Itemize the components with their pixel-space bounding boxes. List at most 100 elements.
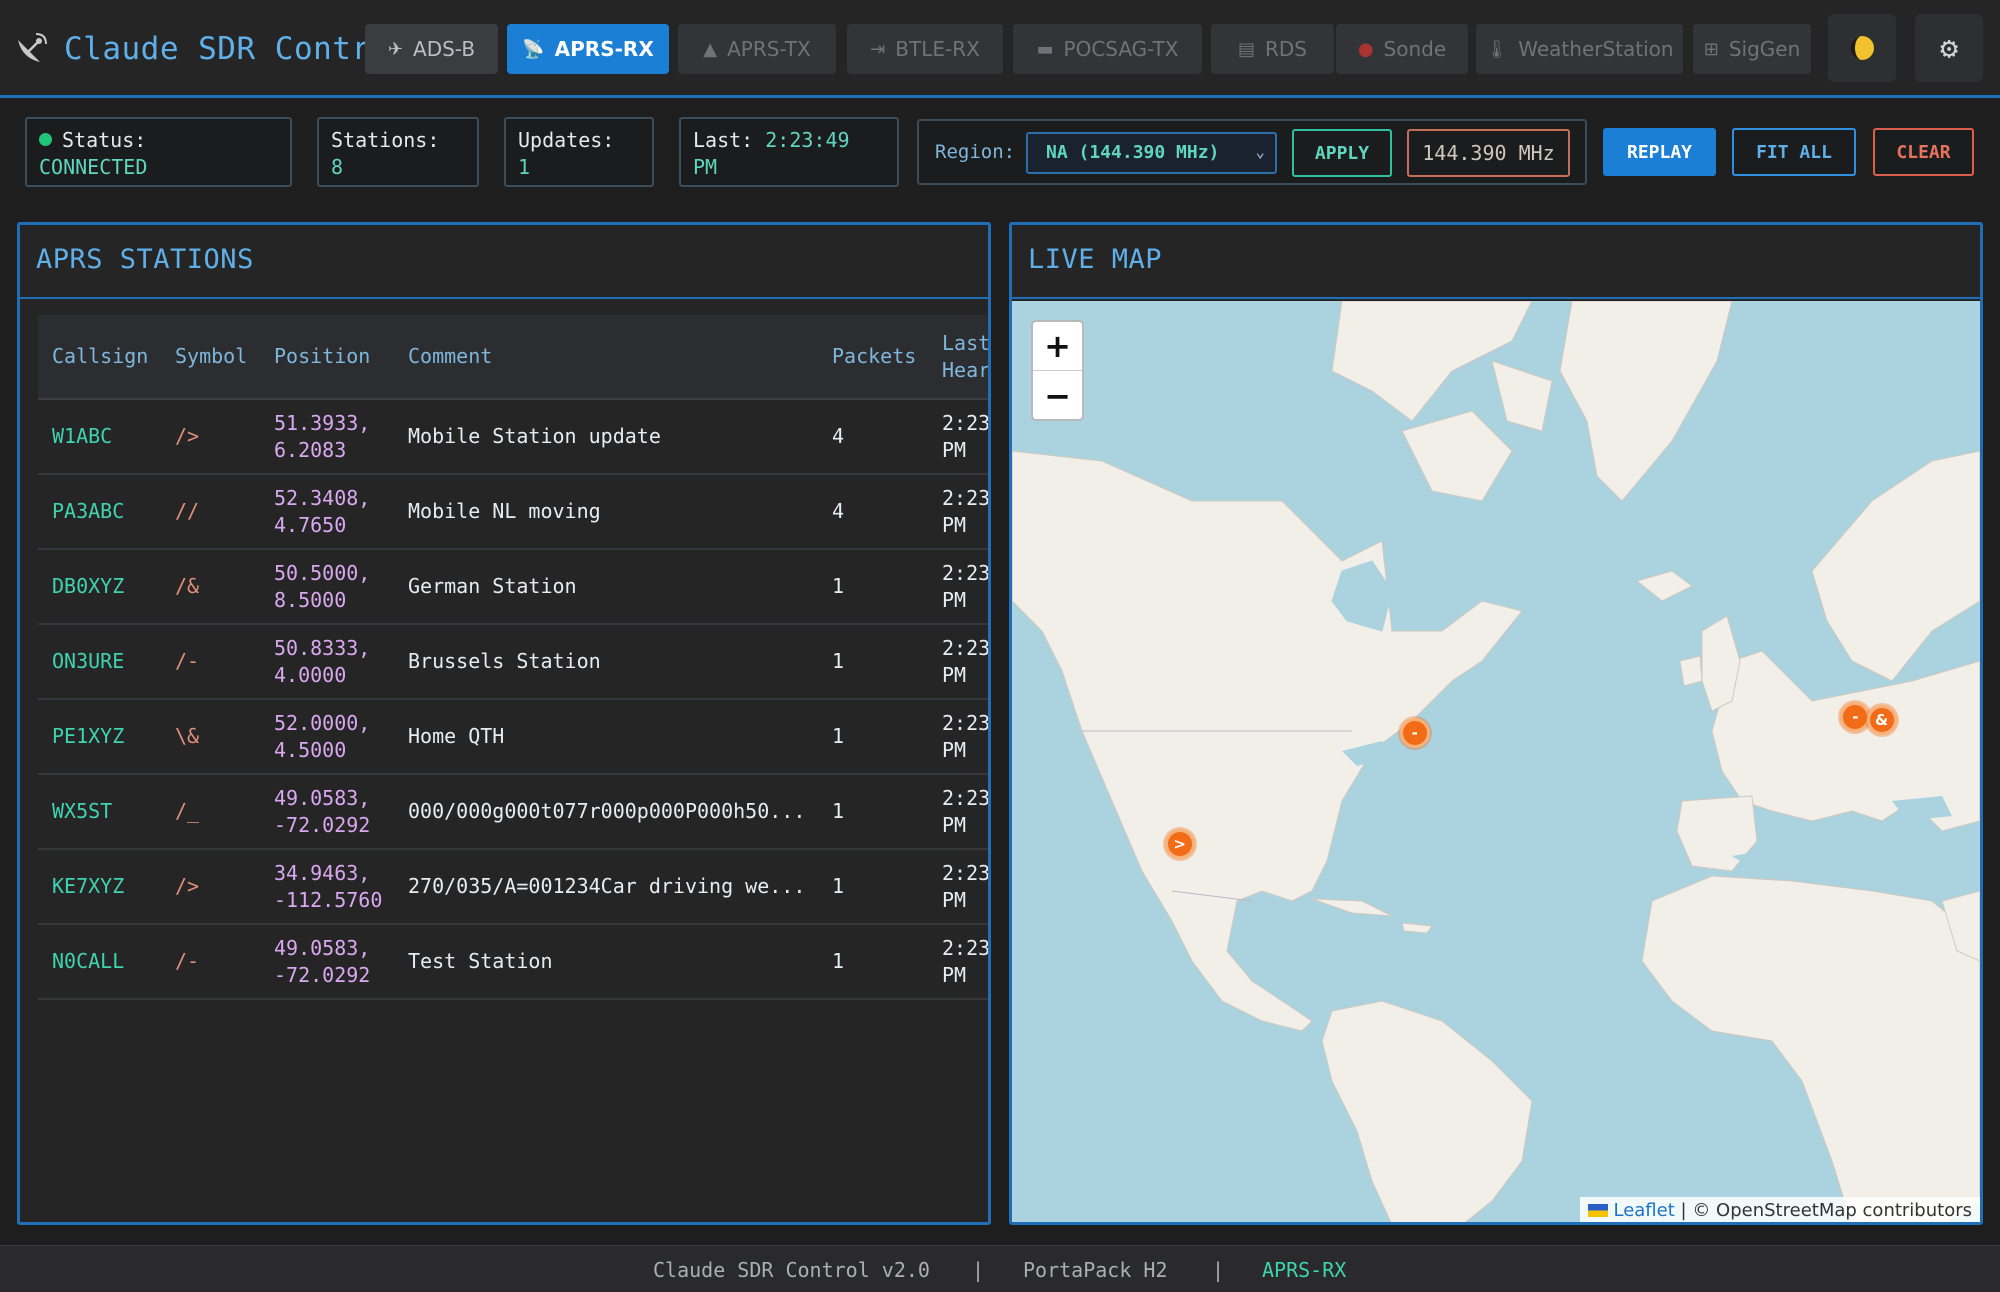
landmass-iberia xyxy=(1676,795,1758,872)
longitude: 8.5000 xyxy=(274,587,347,612)
footer-separator: | xyxy=(972,1258,985,1282)
tab-siggen[interactable]: ⊞ SigGen xyxy=(1693,24,1811,74)
live-map[interactable]: - > - & + − Leaflet | © OpenStreetMap contr… xyxy=(1012,301,1980,1222)
position-cell: 50.5000, 8.5000 xyxy=(260,549,394,625)
settings-button[interactable]: ⚙ xyxy=(1915,14,1983,82)
airplane-icon: ✈ xyxy=(387,38,404,60)
latitude: 49.0583, xyxy=(274,785,371,810)
longitude: -72.0292 xyxy=(274,812,371,837)
map-marker[interactable]: & xyxy=(1866,705,1897,736)
stations-table: Callsign Symbol Position Comment Packets… xyxy=(38,315,991,1000)
last-heard-time: 2:23 xyxy=(942,410,991,435)
callsign-cell: KE7XYZ xyxy=(38,849,161,925)
last-heard-cell: 2:23 PM xyxy=(928,474,988,550)
radio-icon: ▤ xyxy=(1237,38,1255,60)
tab-label: Sonde xyxy=(1383,37,1447,61)
map-marker[interactable]: - xyxy=(1399,718,1430,748)
clear-button[interactable]: CLEAR xyxy=(1873,128,1974,176)
last-heard-time: 2:23 xyxy=(942,860,991,885)
latitude: 50.5000, xyxy=(274,560,371,585)
last-heard-cell: 2:23 PM xyxy=(928,774,991,850)
map-tiles xyxy=(1012,301,1980,1222)
column-header-callsign[interactable]: Callsign xyxy=(38,315,161,400)
last-heard-ampm: PM xyxy=(942,737,967,762)
table-row[interactable]: PA3ABC//52.3408, 4.7650 Mobile NL moving 4 2… xyxy=(38,474,988,550)
zoom-in-button[interactable]: + xyxy=(1033,322,1082,371)
tab-label: SigGen xyxy=(1728,37,1801,61)
comment-cell: Mobile Station update xyxy=(394,399,818,475)
region-selected-value: NA (144.390 MHz) xyxy=(1046,142,1220,163)
symbol-cell: /- xyxy=(161,624,260,700)
app-header: Claude SDR Control ✈ ADS-B 📡 APRS-RX ▲ A… xyxy=(0,0,2000,98)
position-cell: 52.0000, 4.5000 xyxy=(260,699,394,775)
last-heard-cell: 2:23 PM xyxy=(928,549,988,625)
last-heard-time: 2:23 xyxy=(942,935,991,960)
table-row[interactable]: DB0XYZ/& 50.5000, 8.5000 German Station 1 2:2… xyxy=(38,549,988,625)
last-ampm: PM xyxy=(693,155,718,179)
status-dot xyxy=(39,133,52,146)
symbol-cell: /> xyxy=(161,399,260,475)
osm-attribution[interactable]: © OpenStreetMap contributors xyxy=(1692,1200,1972,1221)
column-header-last-heard[interactable]: Last Heard xyxy=(928,315,988,400)
stations-label: Stations: xyxy=(331,128,440,152)
map-marker[interactable]: > xyxy=(1164,828,1195,859)
stations-panel: APRS STATIONS Callsign Symbol Position C… xyxy=(17,222,991,1225)
callsign-cell: PE1XYZ xyxy=(38,699,161,775)
updates-label: Updates: xyxy=(518,128,615,152)
frequency-display: 144.390 MHz xyxy=(1407,129,1570,177)
column-header-packets[interactable]: Packets xyxy=(818,315,928,400)
position-cell: 34.9463, -112.5760 xyxy=(260,849,394,925)
theme-toggle-button[interactable] xyxy=(1828,14,1896,82)
table-row[interactable]: WX5ST/_ 49.0583, -72.0292 000/000g000t077r0… xyxy=(38,774,991,850)
packets-cell: 4 xyxy=(818,399,928,475)
comment-cell: 000/000g000t077r000p000P000h50... xyxy=(394,774,818,850)
latitude: 49.0583, xyxy=(274,935,371,960)
table-row[interactable]: KE7XYZ/> 34.9463, -112.5760 270/035/A=00123… xyxy=(38,849,991,925)
column-header-position[interactable]: Position xyxy=(260,315,394,400)
tab-sonde[interactable]: ● Sonde xyxy=(1336,24,1468,74)
ukraine-flag-icon xyxy=(1588,1204,1609,1217)
grid-icon: ⊞ xyxy=(1703,38,1719,60)
leaflet-link[interactable]: Leaflet xyxy=(1613,1200,1675,1221)
tab-ads-b[interactable]: ✈ ADS-B xyxy=(365,24,498,74)
column-header-comment[interactable]: Comment xyxy=(394,315,818,400)
callsign-cell: WX5ST xyxy=(38,774,161,850)
map-marker[interactable]: - xyxy=(1840,702,1871,732)
table-row[interactable]: PE1XYZ \& 52.0000, 4.5000 Home QTH 1 2:23 PM xyxy=(38,699,988,775)
table-row[interactable]: W1ABC/> 51.3933, 6.2083 Mobile Station upda… xyxy=(38,399,991,475)
latitude: 34.9463, xyxy=(274,860,371,885)
tab-btle-rx[interactable]: ⇥ BTLE-RX xyxy=(847,24,1003,74)
zoom-out-button[interactable]: − xyxy=(1044,376,1071,415)
transmit-icon: ▲ xyxy=(703,38,718,60)
last-heard-time: 2:23 xyxy=(942,785,991,810)
map-attribution: Leaflet | © OpenStreetMap contributors xyxy=(1580,1197,1980,1222)
apply-button[interactable]: APPLY xyxy=(1292,129,1392,177)
brand: Claude SDR Control xyxy=(14,28,409,70)
region-select[interactable]: NA (144.390 MHz) ⌄ xyxy=(1026,132,1277,174)
thermometer-icon: 🌡 xyxy=(1485,38,1509,60)
symbol-cell: /> xyxy=(161,849,260,925)
tab-pocsag-tx[interactable]: ▬ POCSAG-TX xyxy=(1013,24,1202,74)
table-header-row: Callsign Symbol Position Comment Packets… xyxy=(38,315,988,400)
column-header-symbol[interactable]: Symbol xyxy=(161,315,260,400)
tab-weatherstation[interactable]: 🌡 WeatherStation xyxy=(1476,24,1683,74)
callsign-cell: ON3URE xyxy=(38,624,161,700)
replay-button[interactable]: REPLAY xyxy=(1603,128,1716,176)
latitude: 50.8333, xyxy=(274,635,371,660)
updates-count: Updates: 1 xyxy=(504,117,654,187)
tab-label: RDS xyxy=(1265,37,1307,61)
pager-icon: ▬ xyxy=(1036,38,1054,60)
comment-cell: German Station xyxy=(394,549,818,625)
last-heard-ampm: PM xyxy=(942,662,967,687)
tab-rds[interactable]: ▤ RDS xyxy=(1211,24,1334,74)
zoom-control: + − xyxy=(1031,320,1084,421)
last-heard-ampm: PM xyxy=(942,887,967,912)
fit-all-button[interactable]: FIT ALL xyxy=(1732,128,1856,176)
table-row[interactable]: N0CALL/- 49.0583, -72.0292 Test Station 1 2:2… xyxy=(38,924,991,1000)
tab-aprs-rx[interactable]: 📡 APRS-RX xyxy=(507,24,669,74)
footer-mode: APRS-RX xyxy=(1262,1258,1347,1282)
tab-aprs-tx[interactable]: ▲ APRS-TX xyxy=(678,24,836,74)
last-heard-ampm: PM xyxy=(942,512,967,537)
symbol-cell: // xyxy=(161,474,260,550)
table-row[interactable]: ON3URE/- 50.8333, 4.0000 Brussels Station 1 2… xyxy=(38,624,988,700)
